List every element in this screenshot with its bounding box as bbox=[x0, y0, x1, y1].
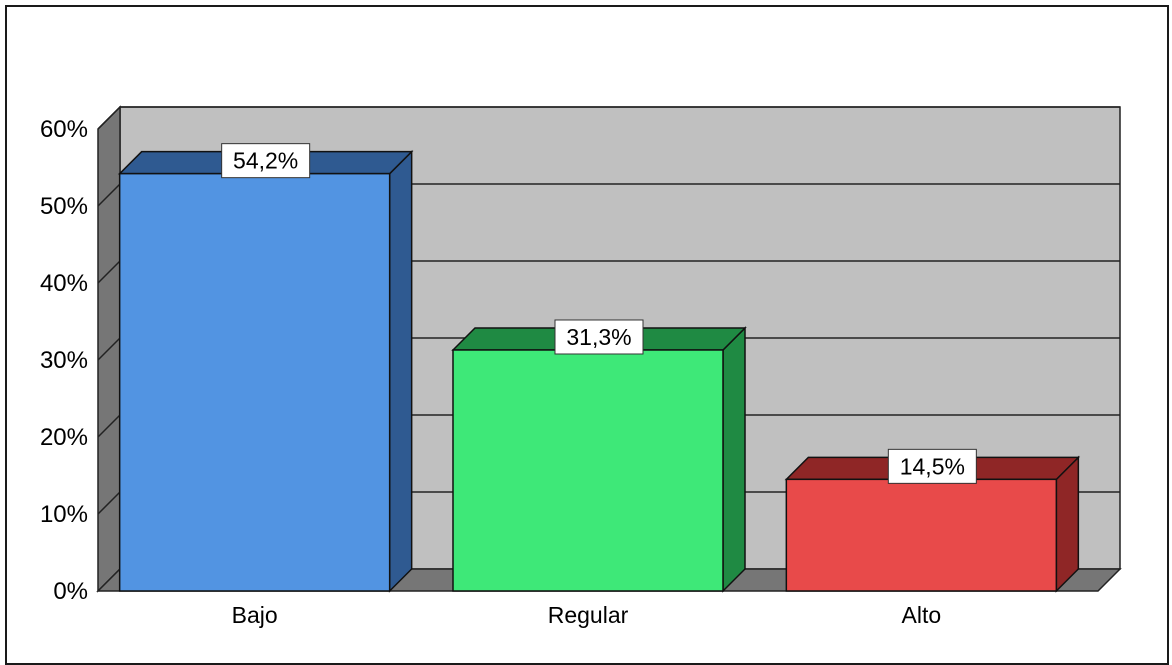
data-label-text: 14,5% bbox=[900, 453, 965, 479]
bar bbox=[785, 478, 1058, 592]
data-label-text: 54,2% bbox=[233, 148, 298, 174]
data-label-box bbox=[221, 143, 311, 179]
x-tick-label: Alto bbox=[902, 602, 942, 628]
gridline-side bbox=[97, 183, 121, 207]
data-label: 31,3% bbox=[554, 319, 644, 355]
y-tick-label: 50% bbox=[40, 193, 88, 220]
data-label-box bbox=[554, 319, 644, 355]
gridline-side bbox=[97, 260, 121, 284]
x-tick-label: Bajo bbox=[232, 602, 278, 628]
data-label: 14,5% bbox=[887, 448, 977, 484]
bar-alto bbox=[784, 455, 1081, 593]
gridline-side bbox=[97, 106, 121, 130]
bar-chart: 0% 10% 20% 30% 40% 50% 60% Bajo Regular Alto 54,… bbox=[40, 105, 1122, 628]
x-tick-label: Regular bbox=[548, 602, 629, 628]
gridline-side bbox=[97, 491, 121, 515]
y-tick-label: 0% bbox=[53, 578, 88, 605]
data-label: 54,2% bbox=[221, 143, 311, 179]
y-tick-label: 60% bbox=[40, 116, 88, 143]
bar-side bbox=[388, 149, 413, 593]
y-axis-ticks: 0% 10% 20% 30% 40% 50% 60% bbox=[40, 116, 88, 605]
gridline-side bbox=[97, 337, 121, 361]
bar bbox=[118, 172, 391, 592]
y-tick-label: 40% bbox=[40, 270, 88, 297]
x-axis-labels: Bajo Regular Alto bbox=[232, 602, 942, 628]
data-label-box bbox=[887, 448, 977, 484]
bars bbox=[117, 149, 1081, 593]
y-tick-label: 30% bbox=[40, 347, 88, 374]
bar-side bbox=[722, 326, 746, 593]
data-label-text: 31,3% bbox=[566, 324, 631, 350]
bar bbox=[452, 349, 724, 592]
y-tick-label: 20% bbox=[40, 424, 88, 451]
y-tick-label: 10% bbox=[40, 501, 88, 528]
bar-bajo bbox=[117, 149, 414, 593]
bar-side bbox=[1055, 455, 1080, 593]
gridline-side bbox=[97, 414, 121, 438]
data-labels: 54,2% 31,3% 14,5% bbox=[221, 143, 977, 484]
bar-regular bbox=[451, 326, 747, 593]
